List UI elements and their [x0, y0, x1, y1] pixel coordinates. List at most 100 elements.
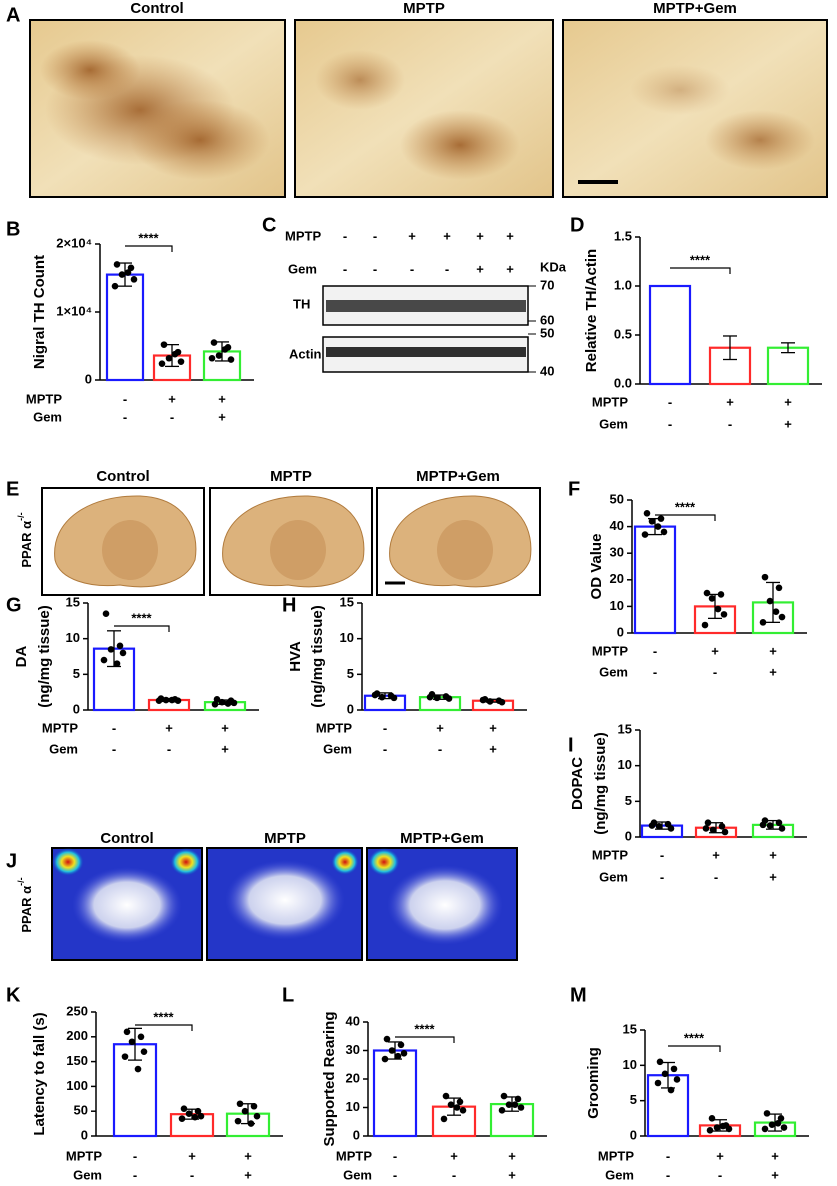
blot-sign: - [343, 228, 347, 243]
data-point [778, 613, 786, 621]
error-bar [723, 335, 737, 361]
data-point [774, 1119, 782, 1127]
data-point [168, 696, 176, 704]
y-tick-label: 250 [66, 1003, 88, 1018]
condition-sign: + [244, 1167, 252, 1182]
condition-sign: - [714, 869, 718, 884]
data-point [158, 360, 166, 367]
data-point [673, 1076, 681, 1083]
blot-row-label: MPTP [285, 228, 321, 243]
condition-sign: + [221, 720, 229, 735]
condition-label: MPTP [26, 391, 62, 406]
condition-sign: + [712, 847, 720, 862]
data-point [655, 823, 663, 830]
data-point [381, 1055, 389, 1063]
blot-sign: - [343, 261, 347, 276]
genotype-label: PPAR α-/- [16, 877, 34, 932]
panel-letter: B [6, 218, 20, 240]
condition-sign: + [489, 720, 497, 735]
data-point [215, 352, 223, 359]
data-point [486, 698, 494, 705]
condition-label: MPTP [336, 1148, 372, 1163]
condition-sign: + [244, 1148, 252, 1163]
marker-label: 40 [540, 363, 554, 378]
data-point [498, 698, 506, 706]
condition-sign: - [112, 741, 116, 756]
data-point [654, 1079, 662, 1087]
panel-letter: F [568, 478, 580, 500]
y-tick-label: 0 [617, 624, 624, 639]
image-title: MPTP+Gem [653, 0, 737, 17]
data-point [777, 1115, 785, 1122]
y-tick-label: 50 [74, 1103, 88, 1118]
image-title: Control [100, 830, 153, 847]
data-point [178, 1115, 186, 1122]
condition-label: Gem [605, 1167, 634, 1182]
panel-letter: H [282, 594, 296, 616]
y-axis-label: DOPAC [569, 757, 586, 810]
y-axis-label: OD Value [588, 534, 605, 600]
data-point [107, 646, 115, 653]
condition-sign: + [771, 1167, 779, 1182]
data-point [180, 1105, 188, 1113]
significance-label: **** [684, 1030, 705, 1045]
data-point [456, 1098, 464, 1106]
data-point [702, 825, 710, 832]
data-point [763, 1110, 771, 1117]
western-blot [322, 285, 536, 373]
data-point [704, 819, 712, 827]
data-point [118, 271, 126, 278]
data-point [641, 531, 649, 538]
y-tick-label: 10 [66, 630, 80, 645]
y-tick-label: 10 [340, 630, 354, 645]
data-point [713, 1124, 721, 1131]
bar [646, 1074, 690, 1138]
data-point [433, 694, 441, 702]
y-tick-label: 0 [353, 1127, 360, 1142]
condition-label: Gem [49, 741, 78, 756]
condition-sign: - [393, 1148, 397, 1163]
data-point [236, 1100, 244, 1108]
blot-sign: + [506, 228, 514, 243]
bar [648, 284, 692, 386]
data-point [498, 1107, 506, 1114]
data-point [113, 660, 121, 667]
y-tick-label: 30 [346, 1042, 360, 1057]
condition-sign: - [653, 643, 657, 658]
y-tick-label: 15 [618, 721, 632, 736]
y-tick-label: 15 [66, 594, 80, 609]
data-point [643, 510, 651, 517]
data-point [140, 1048, 148, 1055]
y-tick-label: 20 [610, 571, 624, 586]
significance-label: **** [414, 1021, 435, 1036]
data-point [165, 354, 173, 362]
y-axis-label: Supported Rearing [321, 1011, 338, 1146]
significance-bracket [655, 514, 716, 521]
condition-sign: + [508, 1148, 516, 1163]
data-point [130, 276, 138, 283]
significance-bracket [670, 267, 731, 274]
data-point [701, 621, 709, 629]
data-point [121, 1053, 129, 1060]
y-tick-label: 40 [610, 518, 624, 533]
data-point [119, 649, 127, 657]
condition-sign: + [450, 1148, 458, 1163]
data-point [194, 1107, 202, 1115]
significance-label: **** [131, 610, 152, 625]
data-point [211, 700, 219, 708]
condition-label: Gem [599, 664, 628, 679]
data-point [224, 700, 232, 707]
y-tick-label: 40 [346, 1013, 360, 1028]
data-point [371, 691, 379, 699]
condition-sign: - [713, 664, 717, 679]
condition-sign: - [112, 720, 116, 735]
panel-letter: G [6, 594, 22, 616]
brain-section [376, 487, 541, 596]
micrograph [294, 19, 554, 198]
condition-sign: - [133, 1167, 137, 1182]
blot-sign: - [445, 261, 449, 276]
y-axis-label: Nigral TH Count [31, 255, 48, 369]
data-point [511, 1101, 519, 1108]
data-point [459, 1107, 467, 1114]
brain-section [209, 487, 373, 596]
